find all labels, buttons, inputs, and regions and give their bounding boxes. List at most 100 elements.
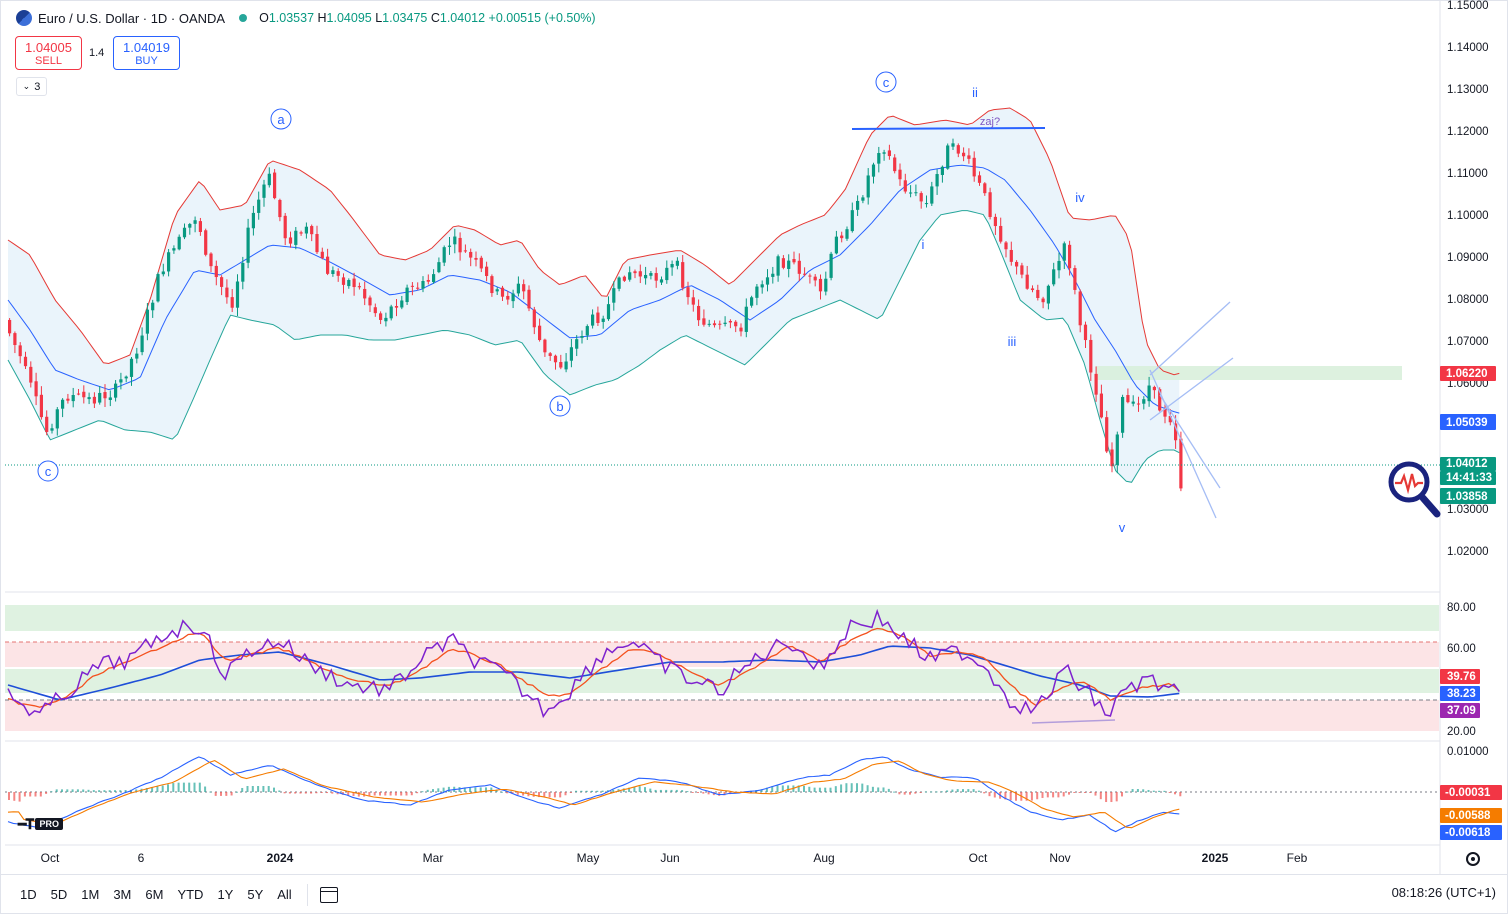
macd-histogram-bar <box>304 792 307 794</box>
candle <box>405 284 409 305</box>
candle <box>760 280 764 294</box>
wave-label-circled[interactable]: c <box>37 460 59 482</box>
rsi-pane[interactable]: 80.00 60.00 20.00 39.76 38.23 37.09 <box>5 602 1480 738</box>
wave-label-circled[interactable]: b <box>549 395 571 417</box>
candle <box>23 351 28 370</box>
buy-button[interactable]: 1.04019 BUY <box>113 36 180 70</box>
candle <box>548 351 552 361</box>
macd-histogram-bar <box>866 785 869 792</box>
macd-histogram-bar <box>596 790 599 792</box>
timeframe-ytd[interactable]: YTD <box>177 887 204 902</box>
svg-text:1.05039: 1.05039 <box>1446 417 1488 429</box>
timeframe-3m[interactable]: 3M <box>113 887 132 902</box>
candle <box>124 375 128 383</box>
annotation-text[interactable]: zaj? <box>980 116 1000 128</box>
timeframe-1d[interactable]: 1D <box>20 887 37 902</box>
candle <box>373 303 377 317</box>
candles[interactable] <box>8 138 1183 492</box>
candle <box>188 222 192 235</box>
candle <box>1052 262 1056 287</box>
timeframe-5y[interactable]: 5Y <box>247 887 264 902</box>
macd-histogram-bar <box>405 792 408 796</box>
tradingview-logo[interactable]: ━𝐓 PRO <box>18 816 88 832</box>
symbol-title[interactable]: Euro / U.S. Dollar · 1D · OANDA <box>38 10 226 26</box>
macd-histogram-bar <box>29 792 32 797</box>
magnifier-pulse-icon[interactable] <box>1385 458 1445 520</box>
macd-histogram-bar <box>1004 792 1007 800</box>
macd-histogram-bar <box>1121 792 1123 797</box>
svg-text:39.76: 39.76 <box>1447 671 1476 683</box>
timeframe-6m[interactable]: 6M <box>145 887 164 902</box>
macd-pane[interactable]: 0.01000 -0.00031 -0.00588 -0.00618 <box>5 746 1502 840</box>
macd-signal-line <box>7 759 1180 829</box>
resistance-zone[interactable] <box>1096 366 1402 380</box>
price-label: 1.03858 <box>1440 488 1496 504</box>
wave-label[interactable]: iv <box>1075 190 1085 205</box>
timeframe-all[interactable]: All <box>277 887 292 902</box>
candle <box>129 357 134 386</box>
top-resistance-line[interactable] <box>851 127 1046 130</box>
candle <box>119 372 123 390</box>
macd-histogram-bar <box>71 789 74 792</box>
candle <box>606 296 611 321</box>
indicators-collapse-button[interactable]: ⌄ 3 <box>16 77 47 96</box>
candle <box>834 230 838 255</box>
candle <box>877 146 881 173</box>
trend-line-down-1[interactable] <box>1149 369 1217 519</box>
candle <box>55 407 59 436</box>
candle <box>1083 321 1088 348</box>
price-tick-label: 1.11000 <box>1447 168 1488 180</box>
macd-histogram-bar <box>538 792 540 798</box>
macd-histogram-bar <box>622 788 625 792</box>
wave-label[interactable]: i <box>922 237 925 252</box>
svg-text:38.23: 38.23 <box>1447 688 1476 700</box>
symbol-legend[interactable]: Euro / U.S. Dollar · 1D · OANDA O1.03537… <box>16 10 596 26</box>
channel-line-mid[interactable] <box>1149 357 1234 421</box>
macd-histogram-bar <box>288 792 291 794</box>
chart-canvas[interactable]: c a b c ii i iv iii v zaj? 1.15000 1.1400… <box>0 0 1508 874</box>
rsi-divergence-line[interactable] <box>1031 719 1116 724</box>
price-label: 1.04012 <box>1440 457 1496 471</box>
candle <box>1078 289 1082 333</box>
candle <box>591 309 595 329</box>
time-tick-label: 2024 <box>267 851 294 865</box>
macd-histogram-bar <box>352 792 355 797</box>
wave-label[interactable]: iii <box>1008 334 1017 349</box>
wave-label-circled[interactable]: a <box>270 108 292 130</box>
candle <box>776 254 780 282</box>
price-pane[interactable]: c a b c ii i iv iii v zaj? <box>5 71 1440 535</box>
candle <box>394 298 399 317</box>
trend-line-down-2[interactable] <box>1159 394 1221 489</box>
gear-icon[interactable] <box>1466 852 1480 866</box>
timeframe-1m[interactable]: 1M <box>81 887 100 902</box>
wave-label-circled[interactable]: c <box>875 71 897 93</box>
candle <box>617 276 621 292</box>
rsi-tick-label: 80.00 <box>1447 602 1476 614</box>
macd-histogram-bar <box>591 790 593 792</box>
time-axis[interactable]: Oct 6 2024 Mar May Jun Aug Oct Nov 2025 Feb <box>41 851 1308 865</box>
macd-histogram-bar <box>506 792 509 794</box>
macd-histogram-bar <box>326 792 328 794</box>
macd-histogram-bar <box>644 787 646 792</box>
macd-histogram-bar <box>416 792 419 794</box>
macd-histogram-bar <box>967 789 970 792</box>
macd-histogram-bar <box>893 791 896 793</box>
spread-value: 1.4 <box>89 47 105 59</box>
wave-label[interactable]: v <box>1119 520 1126 535</box>
clock-timezone[interactable]: 08:18:26 (UTC+1) <box>1391 885 1496 900</box>
channel-line-upper[interactable] <box>1149 301 1231 376</box>
candle <box>686 281 690 305</box>
macd-histogram-bar <box>654 789 657 792</box>
macd-histogram-bar <box>723 792 726 796</box>
macd-histogram-bar <box>310 792 313 794</box>
market-status-icon[interactable] <box>239 14 248 22</box>
rsi-ma <box>7 627 1180 708</box>
calendar-icon[interactable] <box>319 886 338 903</box>
wave-label[interactable]: ii <box>972 85 978 100</box>
candle <box>654 267 658 288</box>
sell-button[interactable]: 1.04005 SELL <box>15 36 82 70</box>
candle <box>1062 241 1066 270</box>
timeframe-5d[interactable]: 5D <box>50 887 68 902</box>
candle <box>363 281 367 306</box>
timeframe-1y[interactable]: 1Y <box>217 887 234 902</box>
